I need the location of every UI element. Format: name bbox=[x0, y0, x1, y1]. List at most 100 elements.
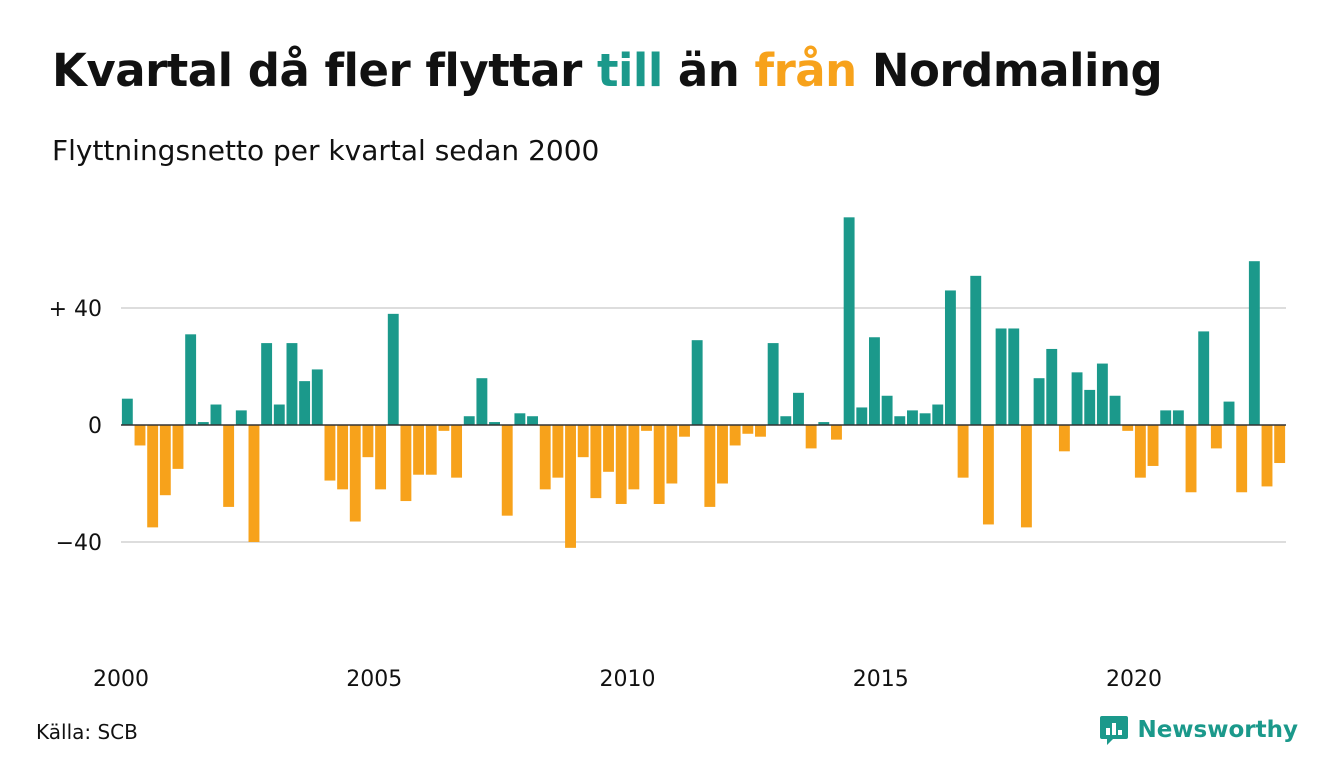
bar bbox=[501, 425, 513, 516]
newsworthy-logo-icon bbox=[1100, 716, 1129, 745]
bar bbox=[641, 425, 652, 431]
bar bbox=[172, 425, 184, 469]
bar bbox=[1046, 348, 1058, 425]
x-tick-label: 2005 bbox=[346, 667, 402, 692]
bar bbox=[489, 422, 500, 425]
bar bbox=[121, 398, 133, 425]
bar bbox=[1185, 425, 1197, 493]
chart-title: Kvartal då fler flyttar till än från Nor… bbox=[52, 44, 1163, 97]
bar bbox=[438, 425, 450, 431]
title-prefix: Kvartal då fler flyttar bbox=[52, 44, 597, 97]
bar bbox=[565, 425, 576, 548]
bar bbox=[590, 425, 602, 499]
bar bbox=[324, 425, 336, 481]
bar bbox=[261, 343, 273, 425]
title-highlight-till: till bbox=[596, 44, 663, 97]
bar bbox=[1261, 425, 1273, 487]
bar bbox=[1134, 425, 1146, 478]
bar bbox=[147, 425, 159, 528]
bar bbox=[932, 404, 944, 425]
bar bbox=[1122, 425, 1134, 431]
bar bbox=[1236, 425, 1248, 493]
bar bbox=[780, 416, 792, 425]
bar bbox=[1147, 425, 1159, 466]
bar bbox=[1274, 425, 1286, 464]
bar bbox=[970, 275, 982, 425]
x-tick-label: 2020 bbox=[1106, 667, 1162, 692]
bar bbox=[552, 425, 564, 478]
bar bbox=[1223, 401, 1235, 425]
bar-chart: + 40 0 −40 2000 2005 2010 2015 2020 bbox=[49, 217, 1286, 692]
bar bbox=[957, 425, 969, 478]
bar bbox=[907, 410, 918, 426]
bar bbox=[375, 425, 387, 490]
bar bbox=[299, 381, 311, 426]
bar bbox=[982, 425, 994, 525]
bar bbox=[451, 425, 463, 478]
bar bbox=[691, 340, 703, 425]
bar bbox=[1160, 410, 1172, 426]
bar bbox=[653, 425, 665, 504]
bar bbox=[894, 416, 906, 425]
bar bbox=[1198, 331, 1210, 425]
bar bbox=[767, 343, 779, 425]
bar bbox=[311, 369, 323, 425]
bar bbox=[1109, 395, 1121, 425]
bar bbox=[1008, 328, 1020, 425]
bar bbox=[337, 425, 349, 490]
bar bbox=[919, 413, 931, 425]
bar bbox=[248, 425, 260, 542]
bar bbox=[666, 425, 678, 484]
bar bbox=[615, 425, 627, 504]
x-tick-label: 2010 bbox=[600, 667, 656, 692]
bar bbox=[1084, 389, 1096, 425]
y-tick-label: + 40 bbox=[49, 297, 102, 322]
bar bbox=[539, 425, 551, 490]
bar bbox=[476, 378, 488, 425]
bar bbox=[1210, 425, 1222, 449]
bar bbox=[793, 392, 804, 425]
bar bbox=[717, 425, 728, 484]
bar bbox=[818, 422, 830, 425]
bar bbox=[185, 334, 197, 425]
bar bbox=[679, 425, 690, 437]
bar bbox=[831, 425, 842, 440]
bar bbox=[755, 425, 766, 437]
bar bbox=[856, 407, 868, 425]
bar bbox=[197, 422, 209, 425]
x-tick-label: 2000 bbox=[93, 667, 149, 692]
bar bbox=[704, 425, 716, 507]
bar bbox=[235, 410, 247, 426]
x-tick-label: 2015 bbox=[853, 667, 909, 692]
bar bbox=[843, 217, 855, 425]
bar bbox=[742, 425, 754, 434]
bar bbox=[603, 425, 614, 472]
bar bbox=[1071, 372, 1083, 425]
title-middle: än bbox=[662, 44, 755, 97]
bar bbox=[413, 425, 425, 475]
title-suffix: Nordmaling bbox=[856, 44, 1163, 97]
bar bbox=[729, 425, 741, 446]
bar bbox=[1033, 378, 1045, 425]
bar bbox=[1248, 261, 1260, 425]
bar bbox=[362, 425, 374, 458]
bar bbox=[1020, 425, 1032, 528]
bar bbox=[1058, 425, 1070, 452]
brand-name: Newsworthy bbox=[1137, 717, 1298, 743]
bar bbox=[805, 425, 817, 449]
bar bbox=[995, 328, 1007, 425]
bar bbox=[387, 313, 399, 425]
bar bbox=[1172, 410, 1184, 426]
bar bbox=[210, 404, 222, 425]
y-tick-label: −40 bbox=[56, 531, 102, 556]
source-note: Källa: SCB bbox=[36, 720, 138, 744]
y-tick-label: 0 bbox=[88, 414, 102, 439]
title-highlight-fran: från bbox=[754, 44, 858, 97]
x-axis-labels: 2000 2005 2010 2015 2020 bbox=[93, 667, 1162, 692]
bar-layer bbox=[121, 217, 1286, 548]
bar bbox=[286, 343, 298, 425]
bar bbox=[881, 395, 893, 425]
chart-subtitle: Flyttningsnetto per kvartal sedan 2000 bbox=[52, 134, 600, 167]
bar bbox=[1096, 363, 1108, 425]
bar bbox=[628, 425, 640, 490]
